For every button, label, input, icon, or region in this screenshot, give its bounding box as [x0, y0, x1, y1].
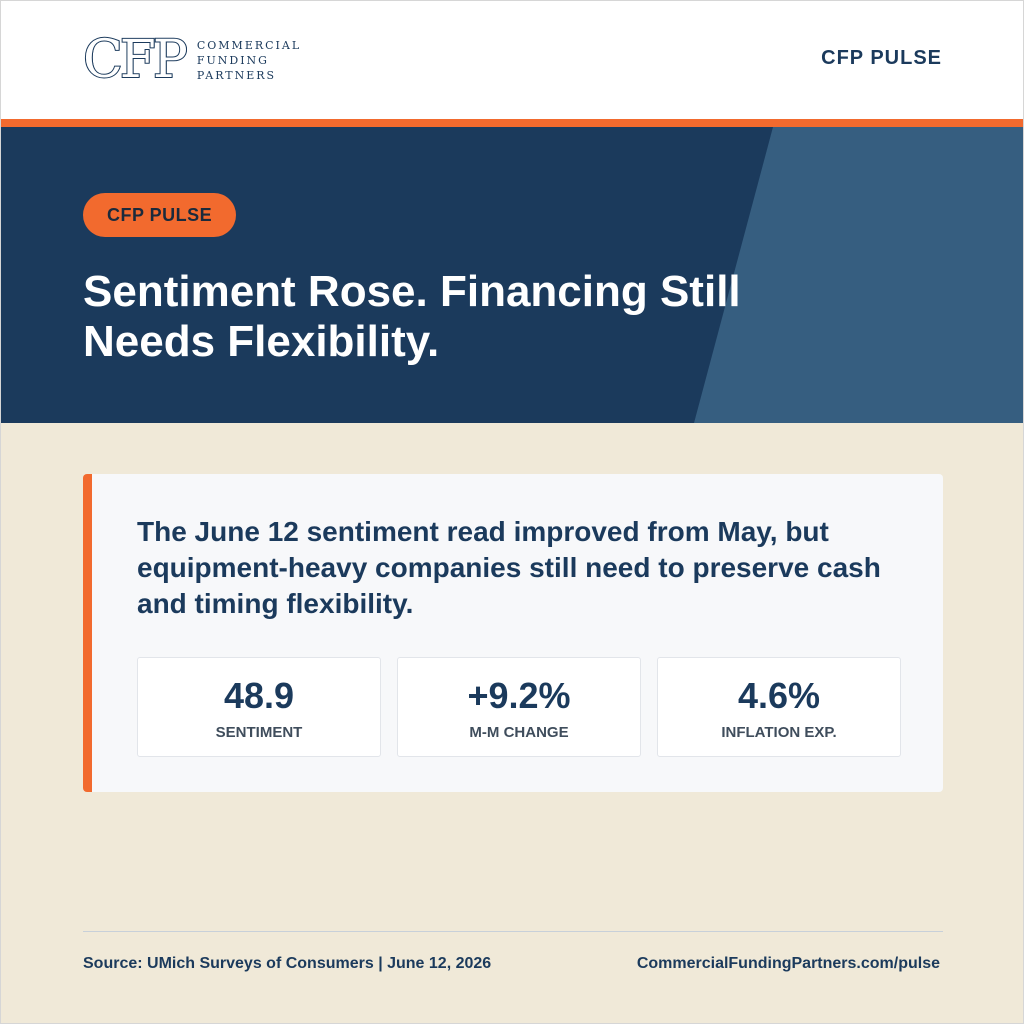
header: CFP COMMERCIAL FUNDING PARTNERS CFP PULS…: [1, 1, 1023, 119]
stat-value: 48.9: [223, 675, 295, 716]
logo-mark: CFP: [82, 30, 189, 90]
stat-value: 4.6%: [737, 675, 821, 716]
stat-value: +9.2%: [467, 675, 571, 716]
hero-banner: CFP PULSE Sentiment Rose. Financing Stil…: [1, 127, 1023, 423]
logo-word-funding: FUNDING: [196, 53, 269, 67]
logo-word-commercial: COMMERCIAL: [196, 38, 302, 52]
stat-inflation-exp: 4.6% INFLATION EXP.: [657, 657, 901, 757]
summary-text: The June 12 sentiment read improved from…: [137, 516, 881, 619]
source-citation: Source: UMich Surveys of Consumers | Jun…: [83, 955, 492, 972]
cfp-logo: CFP COMMERCIAL FUNDING PARTNERS: [82, 30, 301, 90]
stats-row: 48.9 SENTIMENT +9.2% M-M CHANGE 4.6% INF…: [137, 657, 901, 757]
header-brand: CFP PULSE: [821, 47, 942, 69]
footer-divider: [83, 931, 943, 932]
stat-sentiment: 48.9 SENTIMENT: [137, 657, 381, 757]
category-pill: CFP PULSE: [83, 193, 237, 237]
logo-word-partners: PARTNERS: [196, 68, 277, 82]
stat-label: INFLATION EXP.: [721, 724, 837, 741]
accent-divider: [1, 119, 1023, 127]
footer-url[interactable]: CommercialFundingPartners.com/pulse: [636, 955, 940, 972]
stat-label: M-M CHANGE: [469, 724, 569, 741]
stat-label: SENTIMENT: [215, 724, 303, 741]
summary-card: The June 12 sentiment read improved from…: [83, 474, 943, 792]
hero-title: Sentiment Rose. Financing Still Needs Fl…: [83, 267, 741, 366]
logo-wordmark: COMMERCIAL FUNDING PARTNERS: [197, 38, 301, 83]
stat-mm-change: +9.2% M-M CHANGE: [397, 657, 641, 757]
